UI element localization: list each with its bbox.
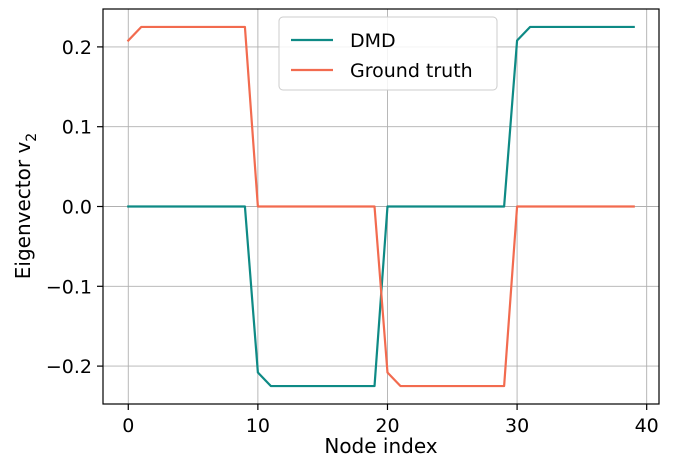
x-tick-label: 30 (505, 415, 529, 437)
y-axis-label: Eigenvector v2 (11, 133, 40, 279)
y-tick-label: −0.1 (46, 276, 92, 298)
y-tick-label: −0.2 (46, 356, 92, 378)
legend: DMD Ground truth (278, 16, 498, 91)
series-line-ground-truth (126, 25, 635, 388)
series-lines (126, 25, 635, 388)
x-tick-label: 40 (635, 415, 659, 437)
x-tick-label: 10 (246, 415, 270, 437)
x-tick-label: 0 (122, 415, 134, 437)
y-axis-label-main: Eigenvector v (11, 142, 35, 280)
x-axis-label: Node index (324, 434, 437, 458)
legend-label-ground-truth: Ground truth (350, 60, 473, 82)
y-tick-label: 0.1 (62, 117, 92, 139)
y-axis-label-subscript: 2 (24, 133, 40, 142)
y-tick-label: 0.0 (62, 197, 92, 219)
x-tick-label: 20 (375, 415, 399, 437)
x-axis-ticks: 0 10 20 30 40 (122, 404, 659, 437)
y-tick-label: 0.2 (62, 37, 92, 59)
legend-box (278, 16, 498, 91)
y-axis-ticks: −0.2 −0.1 0.0 0.1 0.2 (46, 37, 103, 378)
legend-label-dmd: DMD (350, 30, 396, 52)
